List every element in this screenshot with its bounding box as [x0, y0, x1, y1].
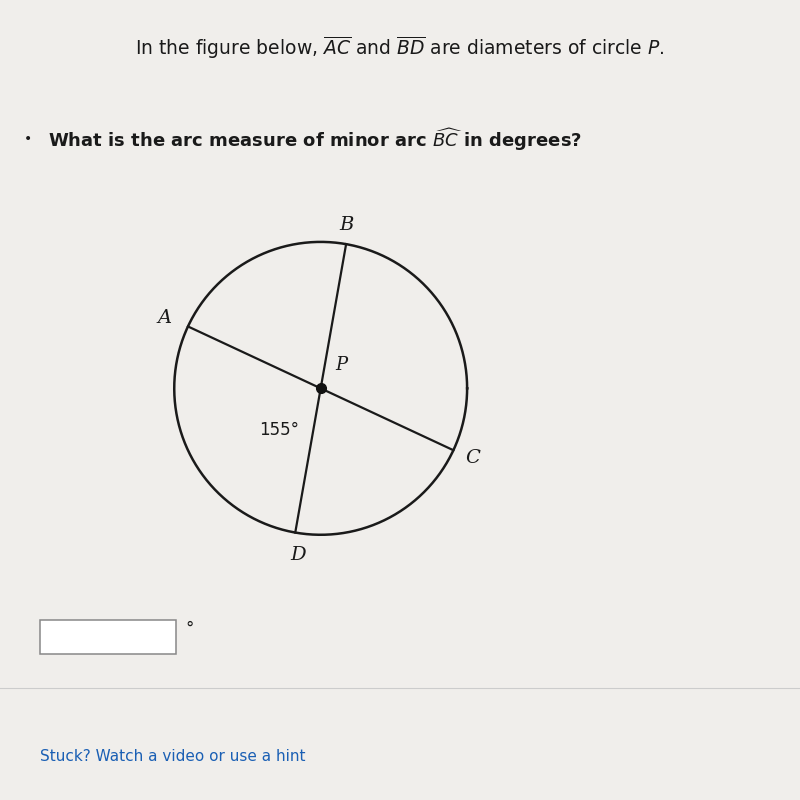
Text: In the figure below, $\overline{AC}$ and $\overline{BD}$ are diameters of circle: In the figure below, $\overline{AC}$ and…	[135, 34, 665, 62]
Text: •: •	[24, 132, 32, 146]
Text: A: A	[158, 309, 171, 326]
Text: D: D	[290, 546, 306, 563]
Text: P: P	[335, 356, 347, 374]
Text: B: B	[339, 216, 354, 234]
Text: 155°: 155°	[259, 421, 299, 438]
Text: Stuck? Watch a video or use a hint: Stuck? Watch a video or use a hint	[40, 750, 306, 764]
Text: C: C	[465, 449, 480, 466]
Text: °: °	[186, 620, 194, 638]
FancyBboxPatch shape	[40, 621, 176, 654]
Text: What is the arc measure of minor arc $\widehat{BC}$ in degrees?: What is the arc measure of minor arc $\w…	[48, 126, 582, 153]
